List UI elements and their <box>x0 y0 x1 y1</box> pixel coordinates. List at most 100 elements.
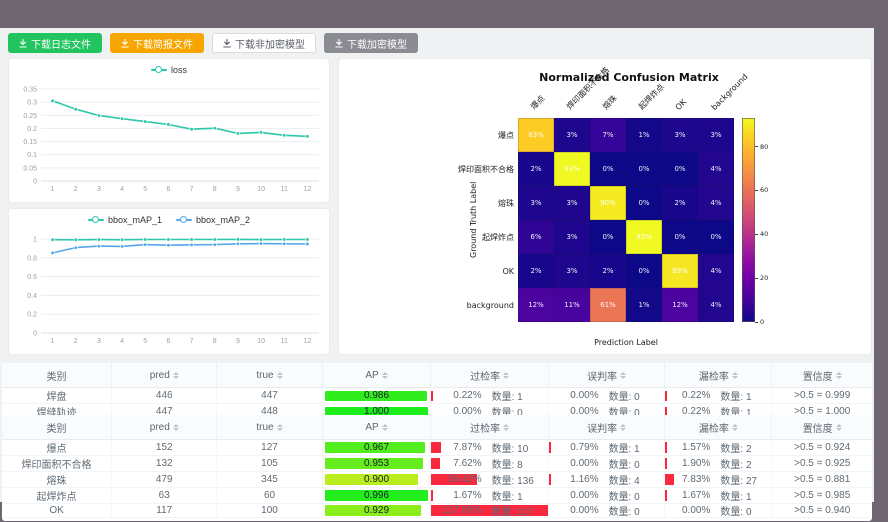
ap-value: 1.000 <box>363 406 390 417</box>
misjudge-rate-cell: 0.00% 数量: 0 <box>548 387 666 404</box>
rate-count: 数量: 117 <box>491 507 534 518</box>
rate-count: 数量: 1 <box>491 492 523 503</box>
col-header-mis[interactable]: 误判率 <box>548 363 666 388</box>
download-report-button[interactable]: 下载简报文件 <box>110 33 204 53</box>
col-header-miss[interactable]: 漏检率 <box>664 415 773 440</box>
matrix-cell: 3% <box>518 186 554 220</box>
misjudge-rate-cell: 0.00% 数量: 0 <box>548 455 666 472</box>
matrix-cell: 4% <box>698 152 734 186</box>
col-header-label: 置信度 <box>802 371 833 383</box>
sort-caret-icon[interactable] <box>620 371 627 379</box>
pred-cell: 446 <box>111 387 218 404</box>
col-header-ap[interactable]: AP <box>322 363 432 388</box>
col-header-mis[interactable]: 误判率 <box>548 415 666 440</box>
svg-text:11: 11 <box>281 338 288 345</box>
col-header-true[interactable]: true <box>216 415 323 440</box>
col-header-label: 置信度 <box>802 423 833 435</box>
download-icon <box>223 38 231 48</box>
svg-text:6: 6 <box>166 338 170 345</box>
rate-percent: 39.42% <box>447 474 482 485</box>
col-header-category: 类别 <box>2 415 113 440</box>
col-header-over[interactable]: 过检率 <box>430 363 549 388</box>
col-header-label: pred <box>149 421 170 433</box>
confidence-cell: >0.5 = 0.999 <box>771 387 872 404</box>
ap-value: 0.986 <box>363 390 390 401</box>
col-header-over[interactable]: 过检率 <box>430 415 549 440</box>
col-header-ap[interactable]: AP <box>322 415 432 440</box>
legend-item-bbox_mAP_2[interactable]: bbox_mAP_2 <box>176 215 250 225</box>
loss-chart-legend: loss <box>9 65 329 75</box>
matrix-cell: 12% <box>518 288 554 322</box>
sort-caret-icon[interactable] <box>172 423 179 431</box>
svg-text:0: 0 <box>33 331 37 338</box>
true-cell: 127 <box>216 439 323 456</box>
svg-text:10: 10 <box>257 186 265 193</box>
true-cell: 105 <box>216 455 323 472</box>
rate-percent: 7.87% <box>453 442 482 453</box>
matrix-cell: 0% <box>662 152 698 186</box>
ap-bar <box>324 442 425 453</box>
colorbar-tick <box>755 233 758 235</box>
sort-caret-icon[interactable] <box>172 371 179 379</box>
sort-caret-icon[interactable] <box>276 423 283 431</box>
matrix-cell: 0% <box>698 220 734 254</box>
rate-percent: 1.16% <box>570 474 599 485</box>
svg-text:5: 5 <box>143 186 147 193</box>
sort-caret-icon[interactable] <box>276 371 283 379</box>
confidence-cell: >0.5 = 0.925 <box>771 455 872 472</box>
svg-text:11: 11 <box>281 186 288 193</box>
download-icon <box>335 38 343 48</box>
col-header-label: AP <box>365 421 379 433</box>
defect-summary-table: 类别 pred true AP 过检率 误判率 漏检率 置信度 爆点 152 127 0.967 7.8… <box>2 415 872 521</box>
pred-cell: 152 <box>111 439 218 456</box>
ap-cell: 0.996 <box>322 487 432 504</box>
col-header-conf[interactable]: 置信度 <box>771 363 872 388</box>
rate-count: 数量: 1 <box>491 392 523 403</box>
matrix-cell: 61% <box>590 288 626 322</box>
col-header-pred[interactable]: pred <box>111 363 218 388</box>
sort-caret-icon[interactable] <box>835 423 842 431</box>
button-label: 下载加密模型 <box>347 39 407 51</box>
over-rate-cell: 117.00% 数量: 117 <box>430 503 549 518</box>
rate-bar <box>665 390 668 401</box>
rate-count: 数量: 0 <box>491 408 523 419</box>
rate-count: 数量: 1 <box>720 392 752 403</box>
table-row: 爆点 152 127 0.967 7.87% 数量: 10 0.79% 数量: 1 1.57% 数… <box>2 439 872 456</box>
ap-bar <box>324 406 429 417</box>
ap-cell: 0.967 <box>322 439 432 456</box>
table-row: OK 117 100 0.929 117.00% 数量: 117 0.00% 数量: 0 0.0… <box>2 503 872 518</box>
svg-text:9: 9 <box>236 186 240 193</box>
sort-caret-icon[interactable] <box>731 371 738 379</box>
button-label: 下载非加密模型 <box>235 39 305 51</box>
sort-caret-icon[interactable] <box>731 423 738 431</box>
sort-caret-icon[interactable] <box>381 371 388 379</box>
col-header-label: 过检率 <box>470 423 501 435</box>
sort-caret-icon[interactable] <box>381 423 388 431</box>
sort-caret-icon[interactable] <box>503 423 510 431</box>
rate-percent: 1.57% <box>682 442 711 453</box>
col-header-pred[interactable]: pred <box>111 415 218 440</box>
matrix-row-label: 焊印面积不合格 <box>458 164 514 174</box>
sort-caret-icon[interactable] <box>620 423 627 431</box>
download-encrypted-model-button[interactable]: 下载加密模型 <box>324 33 418 53</box>
rate-percent: 0.22% <box>682 406 711 417</box>
col-header-miss[interactable]: 漏检率 <box>664 363 773 388</box>
sort-caret-icon[interactable] <box>503 371 510 379</box>
legend-item-loss[interactable]: loss <box>150 65 187 75</box>
col-header-true[interactable]: true <box>216 363 323 388</box>
download-log-button[interactable]: 下载日志文件 <box>8 33 102 53</box>
rate-count: 数量: 2 <box>720 444 752 455</box>
over-rate-cell: 7.87% 数量: 10 <box>430 439 549 456</box>
confusion-matrix-card: Normalized Confusion Matrix 83% 3% 7% 1% 3% 3… <box>338 58 872 355</box>
colorbar-tick <box>755 189 758 191</box>
legend-item-bbox_mAP_1[interactable]: bbox_mAP_1 <box>87 215 162 225</box>
miss-rate-cell: 1.57% 数量: 2 <box>664 439 773 456</box>
miss-rate-cell: 0.00% 数量: 0 <box>664 503 773 518</box>
over-rate-cell: 0.22% 数量: 1 <box>430 387 549 404</box>
sort-caret-icon[interactable] <box>835 371 842 379</box>
miss-rate-cell: 1.67% 数量: 1 <box>664 487 773 504</box>
svg-text:4: 4 <box>120 186 124 193</box>
col-header-conf[interactable]: 置信度 <box>771 415 872 440</box>
download-unencrypted-model-button[interactable]: 下载非加密模型 <box>212 33 316 53</box>
ap-cell: 0.953 <box>322 455 432 472</box>
